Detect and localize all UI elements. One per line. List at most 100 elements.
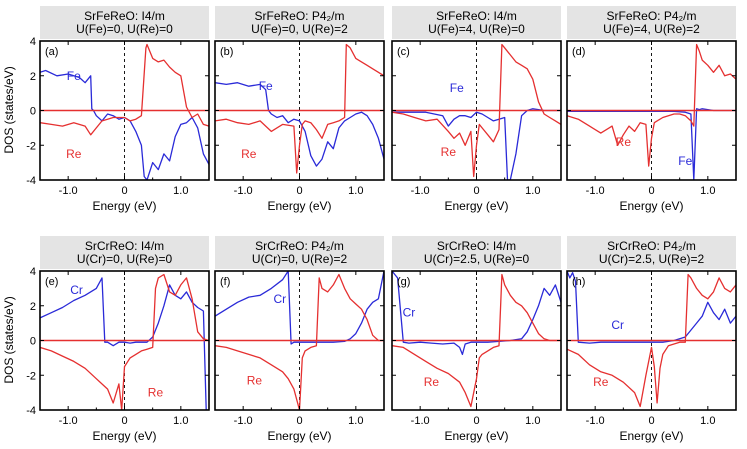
panel-header [215, 236, 384, 269]
series-cr-line [215, 271, 384, 345]
panel-letter: (d) [572, 46, 585, 58]
x-axis-label: Energy (eV) [619, 199, 683, 213]
x-tick-label: 1.0 [700, 415, 715, 427]
y-tick-label: 0 [30, 106, 36, 118]
panel-subtitle: U(Fe)=0, U(Re)=2 [251, 22, 348, 36]
series-label-fe: Fe [67, 69, 81, 83]
panel-header [567, 6, 736, 39]
x-tick-label: 1.0 [700, 185, 715, 197]
x-tick-label: -1.0 [411, 185, 430, 197]
series-re-line [40, 43, 209, 136]
y-axis-label-bottom: DOS (states/eV) [2, 296, 16, 383]
series-label-cr: Cr [70, 283, 83, 297]
y-tick-label: 2 [30, 301, 36, 313]
panel-subtitle: U(Fe)=0, U(Re)=0 [76, 22, 173, 36]
panel-subtitle: U(Cr)=2.5, U(Re)=2 [599, 252, 705, 266]
series-label-fe: Fe [678, 154, 692, 168]
panel-title: SrCrReO: P4₂/m [607, 239, 696, 253]
series-re-line [392, 43, 561, 178]
series-group [40, 43, 209, 180]
y-tick-label: 2 [30, 71, 36, 83]
x-tick-label: 0 [121, 415, 127, 427]
panel-title: SrCrReO: I4/m [437, 239, 516, 253]
y-tick-label: -2 [26, 140, 36, 152]
series-group [567, 271, 736, 408]
series-fe-line [215, 82, 384, 167]
panel-header [567, 236, 736, 269]
y-axis-label-top: DOS (states/eV) [2, 66, 16, 153]
x-tick-label: 1.0 [348, 185, 363, 197]
panel-b: SrFeReO: P4₂/mU(Fe)=0, U(Re)=2 (b) Fe Re -1.… [214, 6, 385, 213]
panel-title: SrCrReO: I4/m [85, 239, 164, 253]
series-re-line [40, 273, 209, 410]
series-group [392, 271, 561, 408]
panel-h: SrCrReO: P4₂/mU(Cr)=2.5, U(Re)=2 (h) Cr Re -… [566, 236, 737, 443]
panel-grid: SrFeReO: I4/mU(Fe)=0, U(Re)=0(a)FeRe-1.0… [26, 6, 737, 443]
panel-letter: (a) [45, 46, 58, 58]
panel-title: SrFeReO: P4₂/m [254, 9, 344, 23]
series-label-re: Re [616, 135, 632, 149]
series-cr-line [392, 271, 561, 356]
x-axis-label: Energy (eV) [444, 199, 508, 213]
panel-f: SrCrReO: P4₂/mU(Cr)=0, U(Re)=2 (f) Cr Re -1.… [214, 236, 385, 443]
panel-title: SrFeReO: I4/m [436, 9, 517, 23]
x-axis-label: Energy (eV) [92, 199, 156, 213]
panel-header [392, 236, 561, 269]
series-label-cr: Cr [611, 318, 624, 332]
x-tick-label: -1.0 [234, 185, 253, 197]
x-tick-label: -1.0 [59, 415, 78, 427]
series-group [215, 43, 384, 174]
x-tick-label: 0 [648, 415, 654, 427]
y-tick-label: 4 [30, 36, 36, 48]
x-tick-label: -1.0 [586, 415, 605, 427]
series-cr-line [40, 277, 209, 410]
series-label-re: Re [241, 147, 257, 161]
series-label-re: Re [66, 147, 82, 161]
y-tick-label: -4 [26, 405, 36, 417]
panel-letter: (b) [220, 46, 233, 58]
series-label-cr: Cr [273, 292, 286, 306]
x-axis-label: Energy (eV) [444, 429, 508, 443]
panel-letter: (h) [572, 276, 585, 288]
series-re-line [567, 273, 736, 408]
panel-subtitle: U(Cr)=0, U(Re)=2 [252, 252, 348, 266]
y-tick-label: 4 [30, 266, 36, 278]
x-tick-label: 0 [121, 185, 127, 197]
panel-header [40, 6, 209, 39]
panel-g: SrCrReO: I4/mU(Cr)=2.5, U(Re)=0 (g) Cr Re -1… [391, 236, 562, 443]
x-axis-label: Energy (eV) [267, 199, 331, 213]
x-tick-label: -1.0 [411, 415, 430, 427]
panel-c: SrFeReO: I4/mU(Fe)=4, U(Re)=0 (c) Fe Re -1.0… [391, 6, 562, 213]
series-re-line [215, 43, 384, 174]
series-label-fe: Fe [259, 79, 273, 93]
x-axis-label: Energy (eV) [92, 429, 156, 443]
x-tick-label: 1.0 [173, 185, 188, 197]
x-tick-label: 1.0 [525, 415, 540, 427]
panel-title: SrCrReO: P4₂/m [255, 239, 344, 253]
series-label-re: Re [441, 145, 457, 159]
y-tick-label: -2 [26, 370, 36, 382]
panel-header [215, 6, 384, 39]
x-tick-label: 0 [296, 185, 302, 197]
y-tick-label: 0 [30, 336, 36, 348]
panel-letter: (e) [45, 276, 58, 288]
panel-letter: (g) [397, 276, 410, 288]
series-group [40, 273, 209, 410]
y-tick-label: -4 [26, 175, 36, 187]
x-tick-label: 1.0 [348, 415, 363, 427]
series-label-re: Re [247, 373, 263, 387]
panel-subtitle: U(Cr)=0, U(Re)=0 [77, 252, 173, 266]
series-cr-line [567, 271, 736, 344]
series-group [392, 43, 561, 180]
panel-title: SrFeReO: I4/m [84, 9, 165, 23]
panel-title: SrFeReO: P4₂/m [606, 9, 696, 23]
panel-subtitle: U(Cr)=2.5, U(Re)=0 [424, 252, 530, 266]
series-group [215, 271, 384, 410]
series-label-fe: Fe [450, 81, 464, 95]
series-label-re: Re [148, 386, 164, 400]
x-tick-label: 0 [473, 185, 479, 197]
panel-subtitle: U(Fe)=4, U(Re)=2 [603, 22, 700, 36]
x-axis-label: Energy (eV) [267, 429, 331, 443]
x-tick-label: 0 [296, 415, 302, 427]
